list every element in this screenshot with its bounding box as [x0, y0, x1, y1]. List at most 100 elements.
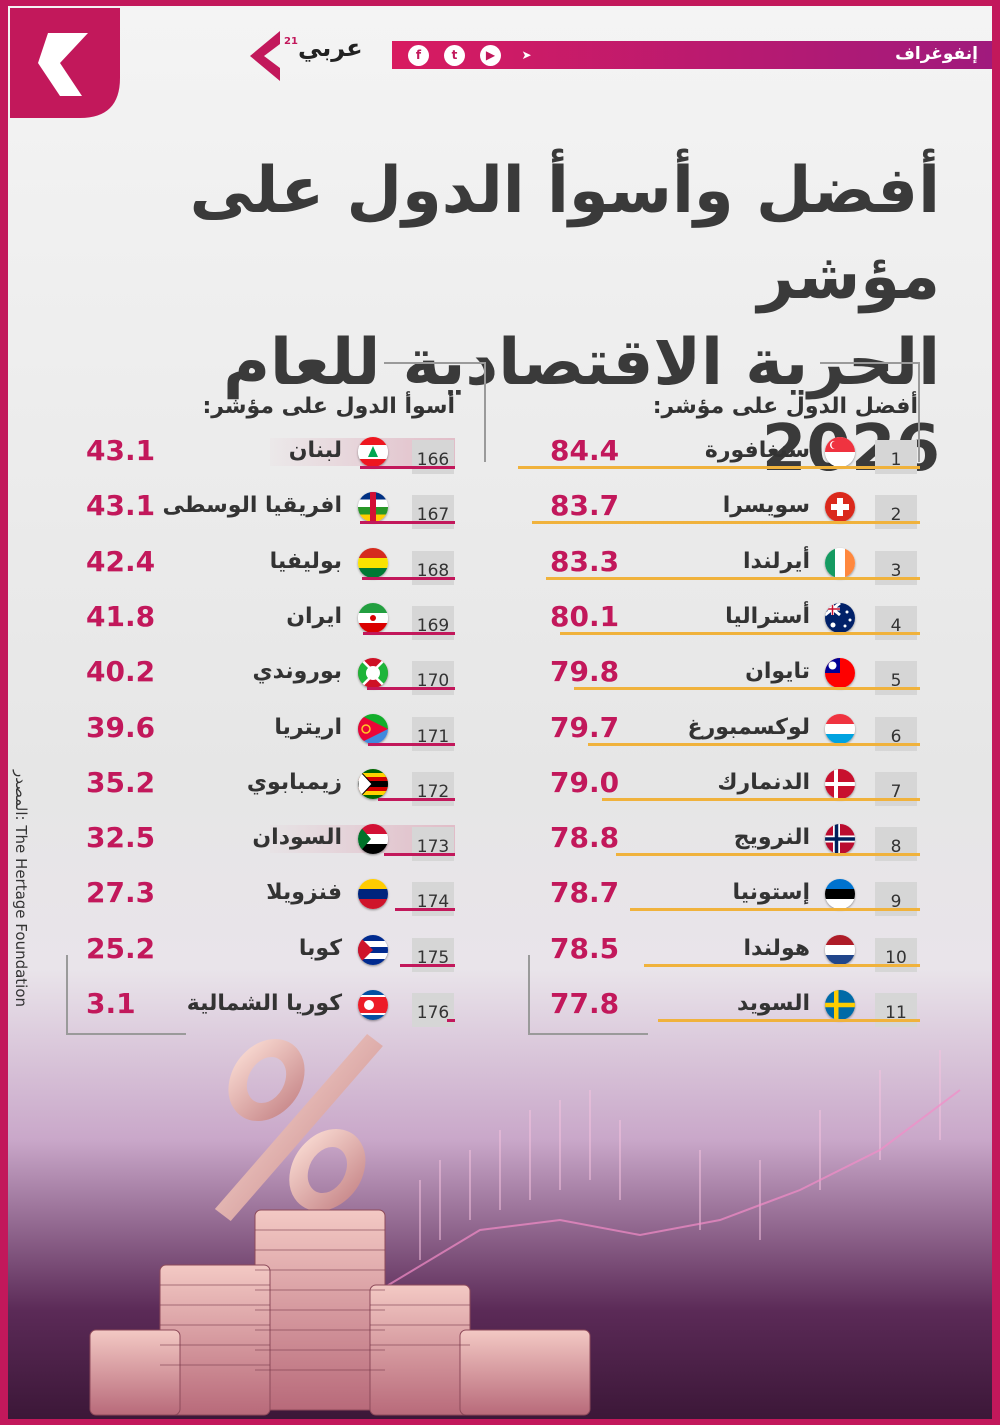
- worst-panel-title: أسوأ الدول على مؤشر:: [202, 394, 455, 419]
- score-value: 39.6: [86, 710, 156, 744]
- table-row: 3 أيرلندا 83.3: [500, 543, 920, 593]
- singapore-flag-icon: [825, 437, 855, 467]
- cuba-flag-icon: [358, 934, 388, 965]
- australia-flag-icon: [825, 602, 855, 633]
- frame-border-top: [0, 0, 1000, 6]
- table-row: 171 اريتريا 39.6: [60, 709, 460, 759]
- coins-percent-illustration: [89, 1033, 961, 1416]
- score-value: 79.8: [550, 655, 620, 689]
- twitter-icon[interactable]: t: [444, 45, 465, 66]
- country-name: زيمبابوي: [246, 769, 342, 795]
- row-underline: [546, 576, 920, 580]
- score-value: 25.2: [86, 931, 156, 965]
- score-value: 40.2: [86, 655, 156, 689]
- country-name: سنغافورة: [704, 438, 810, 463]
- north-korea-flag-icon: [358, 990, 388, 1020]
- eritrea-flag-icon: [358, 713, 388, 744]
- country-name: كوبا: [298, 935, 342, 961]
- table-row: 175 كوبا 25.2: [60, 930, 460, 980]
- estonia-flag-icon: [825, 879, 855, 910]
- country-name: السودان: [252, 825, 342, 851]
- denmark-flag-icon: [825, 768, 855, 799]
- page-title: أفضل وأسوأ الدول على مؤشر الحرية الاقتصا…: [60, 148, 941, 492]
- corner-logo: [10, 8, 120, 118]
- sudan-flag-icon: [358, 824, 388, 855]
- country-name: فنزويلا: [266, 880, 342, 906]
- score-value: 27.3: [86, 876, 156, 910]
- sweden-flag-icon: [825, 990, 855, 1020]
- table-row: 176 كوريا الشمالية 3.1: [60, 985, 460, 1035]
- table-row: 4 أستراليا 80.1: [500, 598, 920, 648]
- norway-flag-icon: [825, 824, 855, 855]
- score-value: 79.0: [550, 765, 620, 799]
- score-value: 77.8: [550, 987, 620, 1020]
- brand-logo-icon: [250, 31, 280, 81]
- netherlands-flag-icon: [825, 934, 855, 965]
- table-row: 170 بوروندي 40.2: [60, 653, 460, 703]
- row-underline: [588, 742, 920, 746]
- source-note: المصدر: The Hertage Foundation: [10, 770, 30, 1030]
- table-row: 174 فنزويلا 27.3: [60, 874, 460, 924]
- row-underline: [630, 908, 920, 912]
- table-row: 168 بوليفيا 42.4: [60, 543, 460, 593]
- ireland-flag-icon: [825, 547, 855, 578]
- country-name: كوريا الشمالية: [186, 991, 342, 1016]
- frame-border-left: [0, 0, 8, 1425]
- car-flag-icon: [358, 492, 388, 523]
- share-icon[interactable]: ➤: [521, 48, 532, 62]
- row-underline: [560, 631, 920, 635]
- country-name: بوليفيا: [269, 548, 342, 574]
- table-row: 5 تايوان 79.8: [500, 653, 920, 703]
- score-value: 32.5: [86, 821, 156, 855]
- row-underline: [399, 963, 455, 967]
- row-underline: [361, 576, 455, 580]
- score-value: 78.5: [550, 931, 620, 965]
- title-line-1: أفضل وأسوأ الدول على مؤشر: [189, 154, 941, 314]
- country-name: لبنان: [288, 438, 342, 463]
- country-name: لوكسمبورغ: [687, 714, 810, 740]
- best-panel-frame-bottom: [528, 955, 530, 1035]
- facebook-icon[interactable]: f: [408, 45, 429, 66]
- country-name: أيرلندا: [743, 548, 810, 574]
- brand-name: عربي: [298, 34, 363, 62]
- row-underline: [366, 687, 455, 691]
- row-underline: [360, 521, 455, 525]
- country-name: ايران: [286, 603, 342, 629]
- country-name: اريتريا: [274, 714, 342, 740]
- best-panel-frame: [918, 362, 920, 462]
- bolivia-flag-icon: [358, 547, 388, 578]
- lebanon-flag-icon: [358, 437, 388, 467]
- table-row: 2 سويسرا 83.7: [500, 487, 920, 537]
- score-value: 3.1: [86, 987, 136, 1020]
- country-name: إستونيا: [732, 880, 810, 906]
- table-row: 6 لوكسمبورغ 79.7: [500, 709, 920, 759]
- best-panel-frame-bottom-h: [528, 1033, 648, 1035]
- best-panel-title: أفضل الدول على مؤشر:: [652, 394, 918, 419]
- table-row: 172 زيمبابوي 35.2: [60, 764, 460, 814]
- worst-panel-frame-top: [384, 362, 484, 364]
- row-underline: [602, 797, 920, 801]
- row-underline: [658, 1019, 920, 1022]
- country-name: أستراليا: [725, 603, 810, 629]
- switzerland-flag-icon: [825, 492, 855, 523]
- worst-panel-frame-bottom-h: [66, 1033, 186, 1035]
- score-value: 35.2: [86, 765, 156, 799]
- row-underline: [377, 797, 455, 801]
- brand-superscript: 21: [284, 36, 298, 47]
- row-underline: [360, 466, 455, 469]
- youtube-icon[interactable]: ▶: [480, 45, 501, 66]
- row-underline: [532, 521, 920, 525]
- score-value: 83.3: [550, 544, 620, 578]
- table-row: 169 ايران 41.8: [60, 598, 460, 648]
- row-underline: [383, 853, 455, 857]
- frame-border-right: [992, 0, 1000, 1425]
- burundi-flag-icon: [358, 658, 388, 689]
- table-row: 9 إستونيا 78.7: [500, 874, 920, 924]
- score-value: 42.4: [86, 544, 156, 578]
- best-panel-frame-top: [820, 362, 920, 364]
- row-underline: [644, 963, 920, 967]
- score-value: 43.1: [86, 434, 156, 467]
- table-row: 10 هولندا 78.5: [500, 930, 920, 980]
- country-name: النرويج: [733, 825, 810, 851]
- table-row: 173 السودان 32.5: [60, 819, 460, 869]
